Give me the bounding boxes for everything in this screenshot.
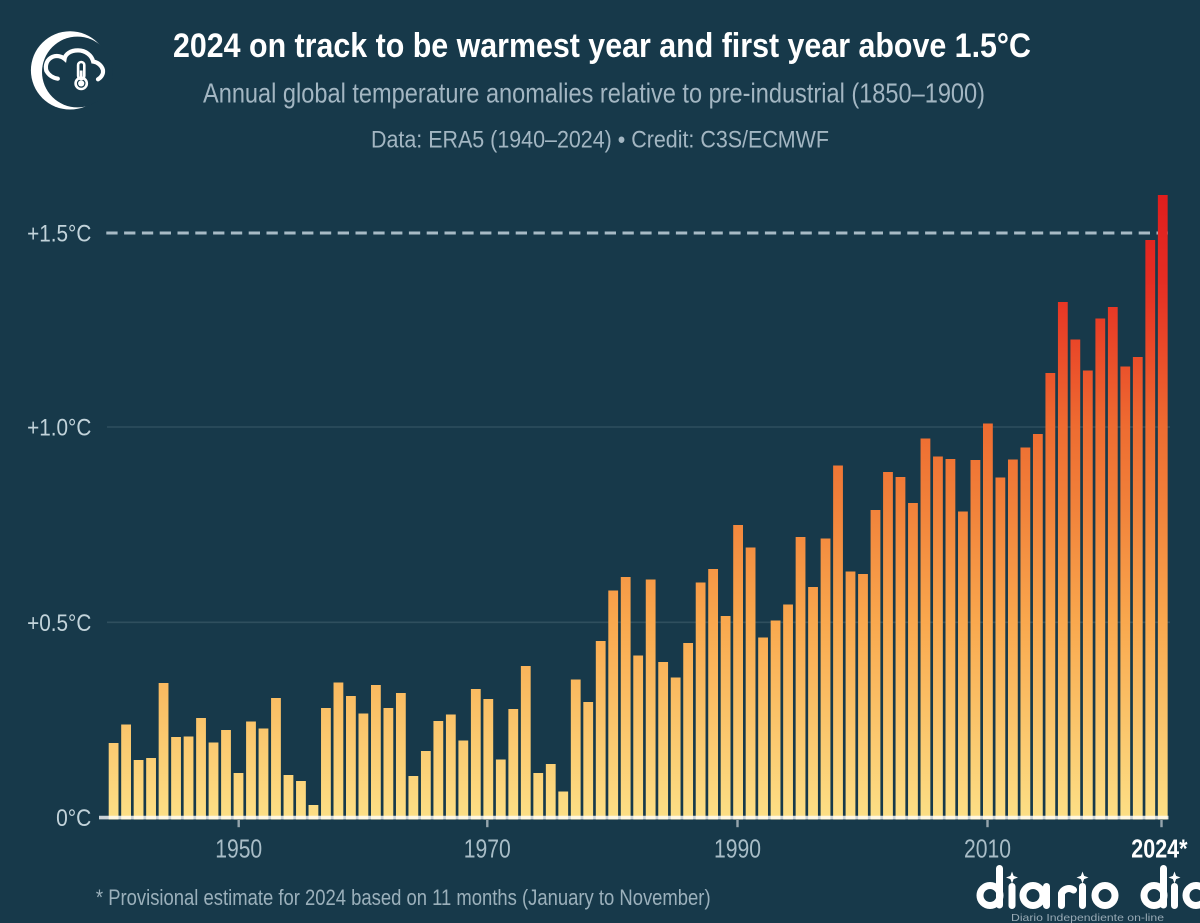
svg-text:* Provisional estimate for 202: * Provisional estimate for 2024 based on…	[96, 885, 711, 910]
svg-text:+0.5°C: +0.5°C	[27, 610, 91, 637]
svg-text:0°C: 0°C	[56, 805, 91, 832]
svg-text:1970: 1970	[464, 834, 511, 864]
svg-text:2024 on track to be warmest ye: 2024 on track to be warmest year and fir…	[173, 27, 1031, 65]
svg-text:1990: 1990	[714, 834, 761, 864]
svg-text:+1.5°C: +1.5°C	[27, 220, 91, 247]
svg-text:2010: 2010	[964, 834, 1011, 864]
svg-text:Annual global temperature anom: Annual global temperature anomalies rela…	[203, 78, 985, 109]
svg-text:+1.0°C: +1.0°C	[27, 415, 91, 442]
svg-text:Diario Independiente on-line: Diario Independiente on-line	[1011, 912, 1164, 923]
svg-text:1950: 1950	[215, 834, 262, 864]
svg-text:2024*: 2024*	[1131, 834, 1188, 864]
svg-text:Data: ERA5 (1940–2024) • Credi: Data: ERA5 (1940–2024) • Credit: C3S/ECM…	[371, 127, 829, 154]
